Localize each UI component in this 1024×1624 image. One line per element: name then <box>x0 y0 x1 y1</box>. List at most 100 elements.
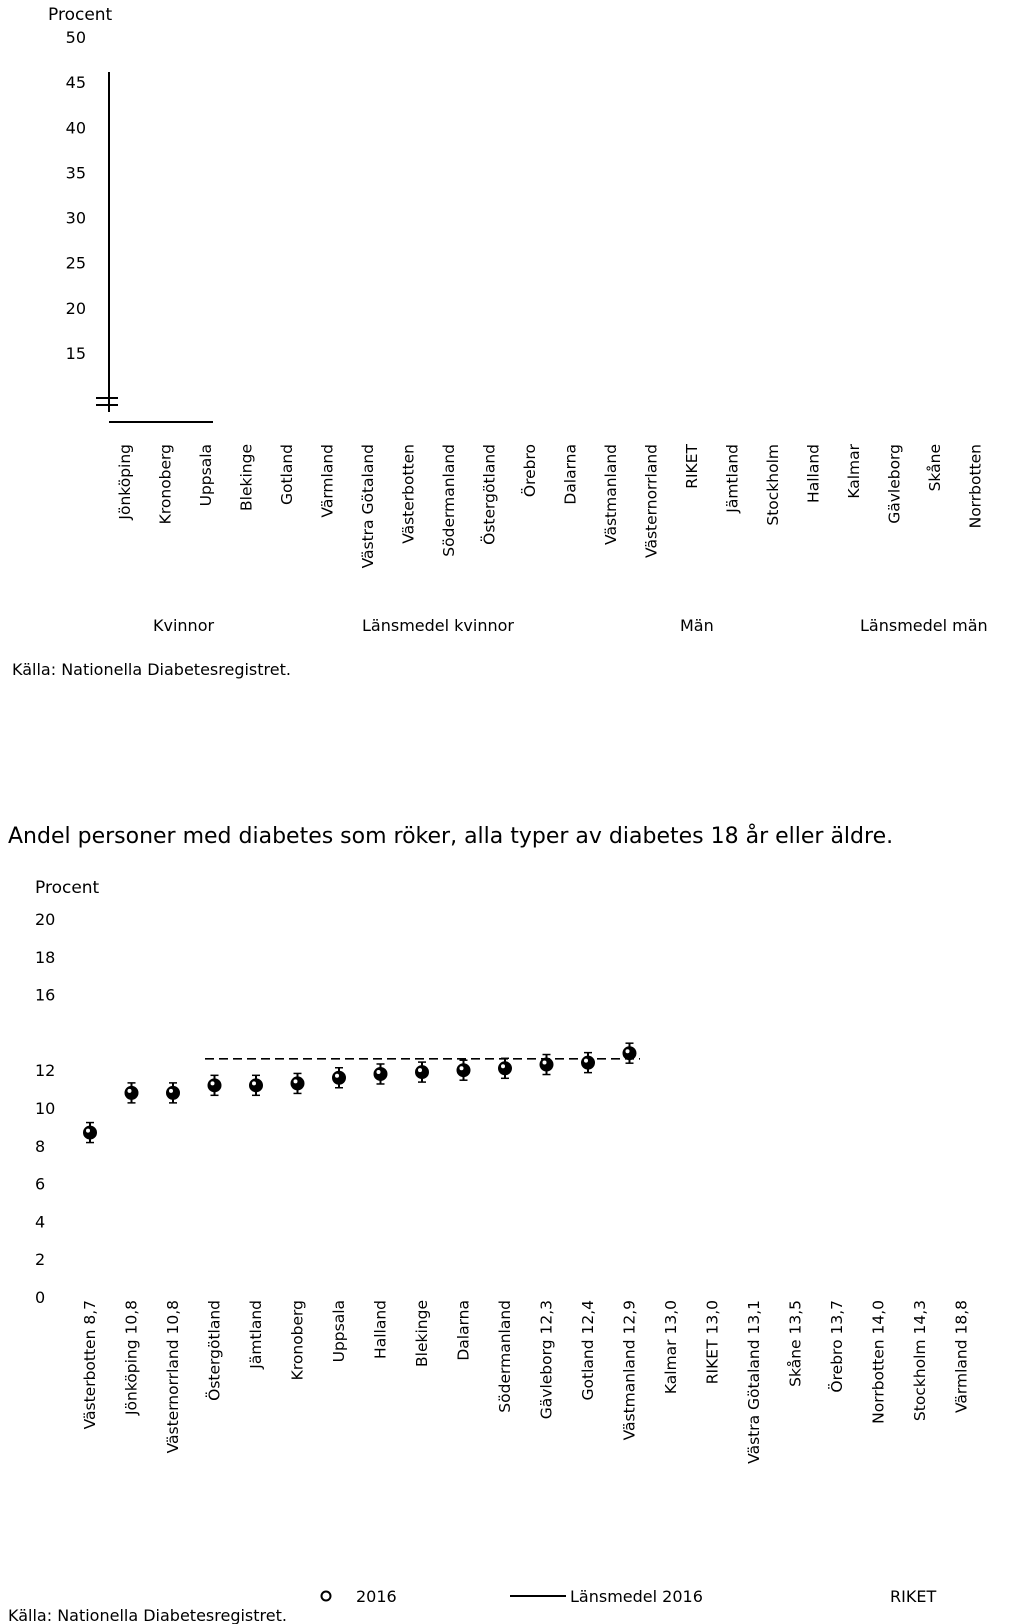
y-tick-label: 4 <box>35 1212 45 1231</box>
y-tick-label: 8 <box>35 1137 45 1156</box>
category-label: Dalarna <box>455 1300 473 1361</box>
category-label: Östergötland <box>480 444 499 545</box>
data-point-highlight <box>625 1049 630 1054</box>
data-point <box>581 1055 595 1070</box>
data-point <box>124 1085 139 1100</box>
category-label: RIKET <box>683 443 701 488</box>
chart2-category-labels: Västerbotten 8,7 Jönköping 10,8 Västernorr… <box>81 1300 971 1464</box>
category-label: Kalmar <box>845 443 863 498</box>
category-label: Södermanland <box>496 1300 514 1413</box>
category-label: Jönköping <box>116 444 134 521</box>
category-label: Västra Götaland 13,1 <box>745 1300 763 1464</box>
category-label: Stockholm 14,3 <box>911 1300 929 1421</box>
category-label: Kronoberg <box>289 1300 307 1380</box>
data-point <box>207 1078 222 1093</box>
y-tick-label: 20 <box>35 910 55 929</box>
category-label: Jämtland <box>724 444 742 514</box>
category-label: Jämtland <box>247 1300 265 1370</box>
category-label: Gotland <box>278 444 296 505</box>
category-label: Gävleborg 12,3 <box>538 1300 556 1419</box>
category-label: Blekinge <box>238 444 256 511</box>
category-label: Jönköping 10,8 <box>123 1300 141 1416</box>
y-tick-label: 25 <box>66 254 86 273</box>
category-label: Värmland 18,8 <box>953 1300 971 1413</box>
data-point <box>498 1061 512 1076</box>
legend-item-man: Män <box>680 616 714 635</box>
data-point-highlight <box>210 1081 215 1086</box>
category-label: Västernorrland 10,8 <box>164 1300 182 1453</box>
data-point-highlight <box>127 1088 132 1093</box>
category-label: Kronoberg <box>157 444 175 524</box>
category-label: Halland <box>805 444 823 503</box>
data-point <box>290 1076 305 1091</box>
legend-marker-2016 <box>320 1590 332 1602</box>
chart-1: Procent 15 20 25 30 35 40 45 50 Jönköping Kronob… <box>12 5 988 679</box>
legend-item-riket: RIKET <box>890 1587 936 1606</box>
chart1-y-ticks: 15 20 25 30 35 40 45 50 <box>66 28 86 363</box>
y-tick-label: 2 <box>35 1250 45 1269</box>
y-tick-label: 6 <box>35 1175 45 1194</box>
category-label: Norrbotten 14,0 <box>870 1300 888 1424</box>
category-label: Västernorrland <box>643 444 661 558</box>
chart2-source: Källa: Nationella Diabetesregistret. <box>8 1606 287 1624</box>
y-tick-label: 15 <box>66 344 86 363</box>
category-label: Uppsala <box>330 1300 348 1362</box>
category-label: Uppsala <box>197 444 215 506</box>
category-label: Östergötland <box>205 1300 224 1401</box>
category-label: Halland <box>372 1300 390 1359</box>
data-point <box>622 1046 637 1061</box>
data-point-highlight <box>501 1064 505 1069</box>
category-label: Södermanland <box>440 444 458 557</box>
y-tick-label: 0 <box>35 1288 45 1307</box>
category-label: Värmland <box>319 444 337 518</box>
data-point-highlight <box>86 1128 90 1133</box>
category-label: Västmanland <box>602 444 620 545</box>
category-label: Gotland 12,4 <box>579 1300 597 1400</box>
legend-item-2016: 2016 <box>356 1587 397 1606</box>
y-tick-label: 20 <box>66 299 86 318</box>
chart1-category-labels: Jönköping Kronoberg Uppsala Blekinge Gotland… <box>116 443 985 568</box>
category-label: RIKET 13,0 <box>704 1300 722 1384</box>
chart2-data-points <box>83 1042 637 1144</box>
y-tick-label: 10 <box>35 1099 55 1118</box>
y-tick-label: 50 <box>66 28 86 47</box>
data-point <box>83 1125 97 1140</box>
chart2-ylabel: Procent <box>35 878 100 898</box>
data-point-highlight <box>418 1068 422 1073</box>
data-point-highlight <box>459 1066 464 1071</box>
y-tick-label: 16 <box>35 986 55 1005</box>
data-point-highlight <box>252 1081 256 1086</box>
data-point <box>166 1085 180 1100</box>
data-point <box>373 1066 388 1081</box>
y-tick-label: 30 <box>66 209 86 228</box>
data-point <box>415 1065 429 1080</box>
data-point <box>456 1063 471 1078</box>
data-point-highlight <box>376 1069 381 1074</box>
legend-item-lansmedel-2016: Länsmedel 2016 <box>570 1587 703 1606</box>
chart1-source: Källa: Nationella Diabetesregistret. <box>12 660 291 679</box>
category-label: Västerbotten 8,7 <box>81 1300 99 1429</box>
chart2-y-ticks: 0 2 4 6 8 10 12 16 18 20 <box>35 910 55 1307</box>
data-point <box>249 1078 263 1093</box>
category-label: Blekinge <box>413 1300 431 1367</box>
category-label: Dalarna <box>562 444 580 505</box>
category-label: Skåne 13,5 <box>787 1300 805 1387</box>
data-point-highlight <box>293 1079 298 1084</box>
y-tick-label: 12 <box>35 1061 55 1080</box>
data-point-highlight <box>335 1073 339 1078</box>
category-label: Västra Götaland <box>359 444 377 568</box>
category-label: Norrbotten <box>967 444 985 528</box>
chart1-ylabel: Procent <box>48 5 113 25</box>
data-point <box>539 1057 554 1072</box>
legend-item-kvinnor: Kvinnor <box>153 616 214 635</box>
legend-item-lansmedel-man: Länsmedel män <box>860 616 988 635</box>
chart2-title: Andel personer med diabetes som röker, a… <box>8 823 893 849</box>
chart-2: Andel personer med diabetes som röker, a… <box>8 823 971 1624</box>
chart2-legend: 2016 Länsmedel 2016 RIKET <box>320 1587 936 1606</box>
data-point-highlight <box>584 1058 588 1063</box>
y-tick-label: 18 <box>35 948 55 967</box>
data-point-highlight <box>542 1060 547 1065</box>
y-tick-label: 45 <box>66 73 86 92</box>
category-label: Örebro 13,7 <box>827 1300 846 1393</box>
